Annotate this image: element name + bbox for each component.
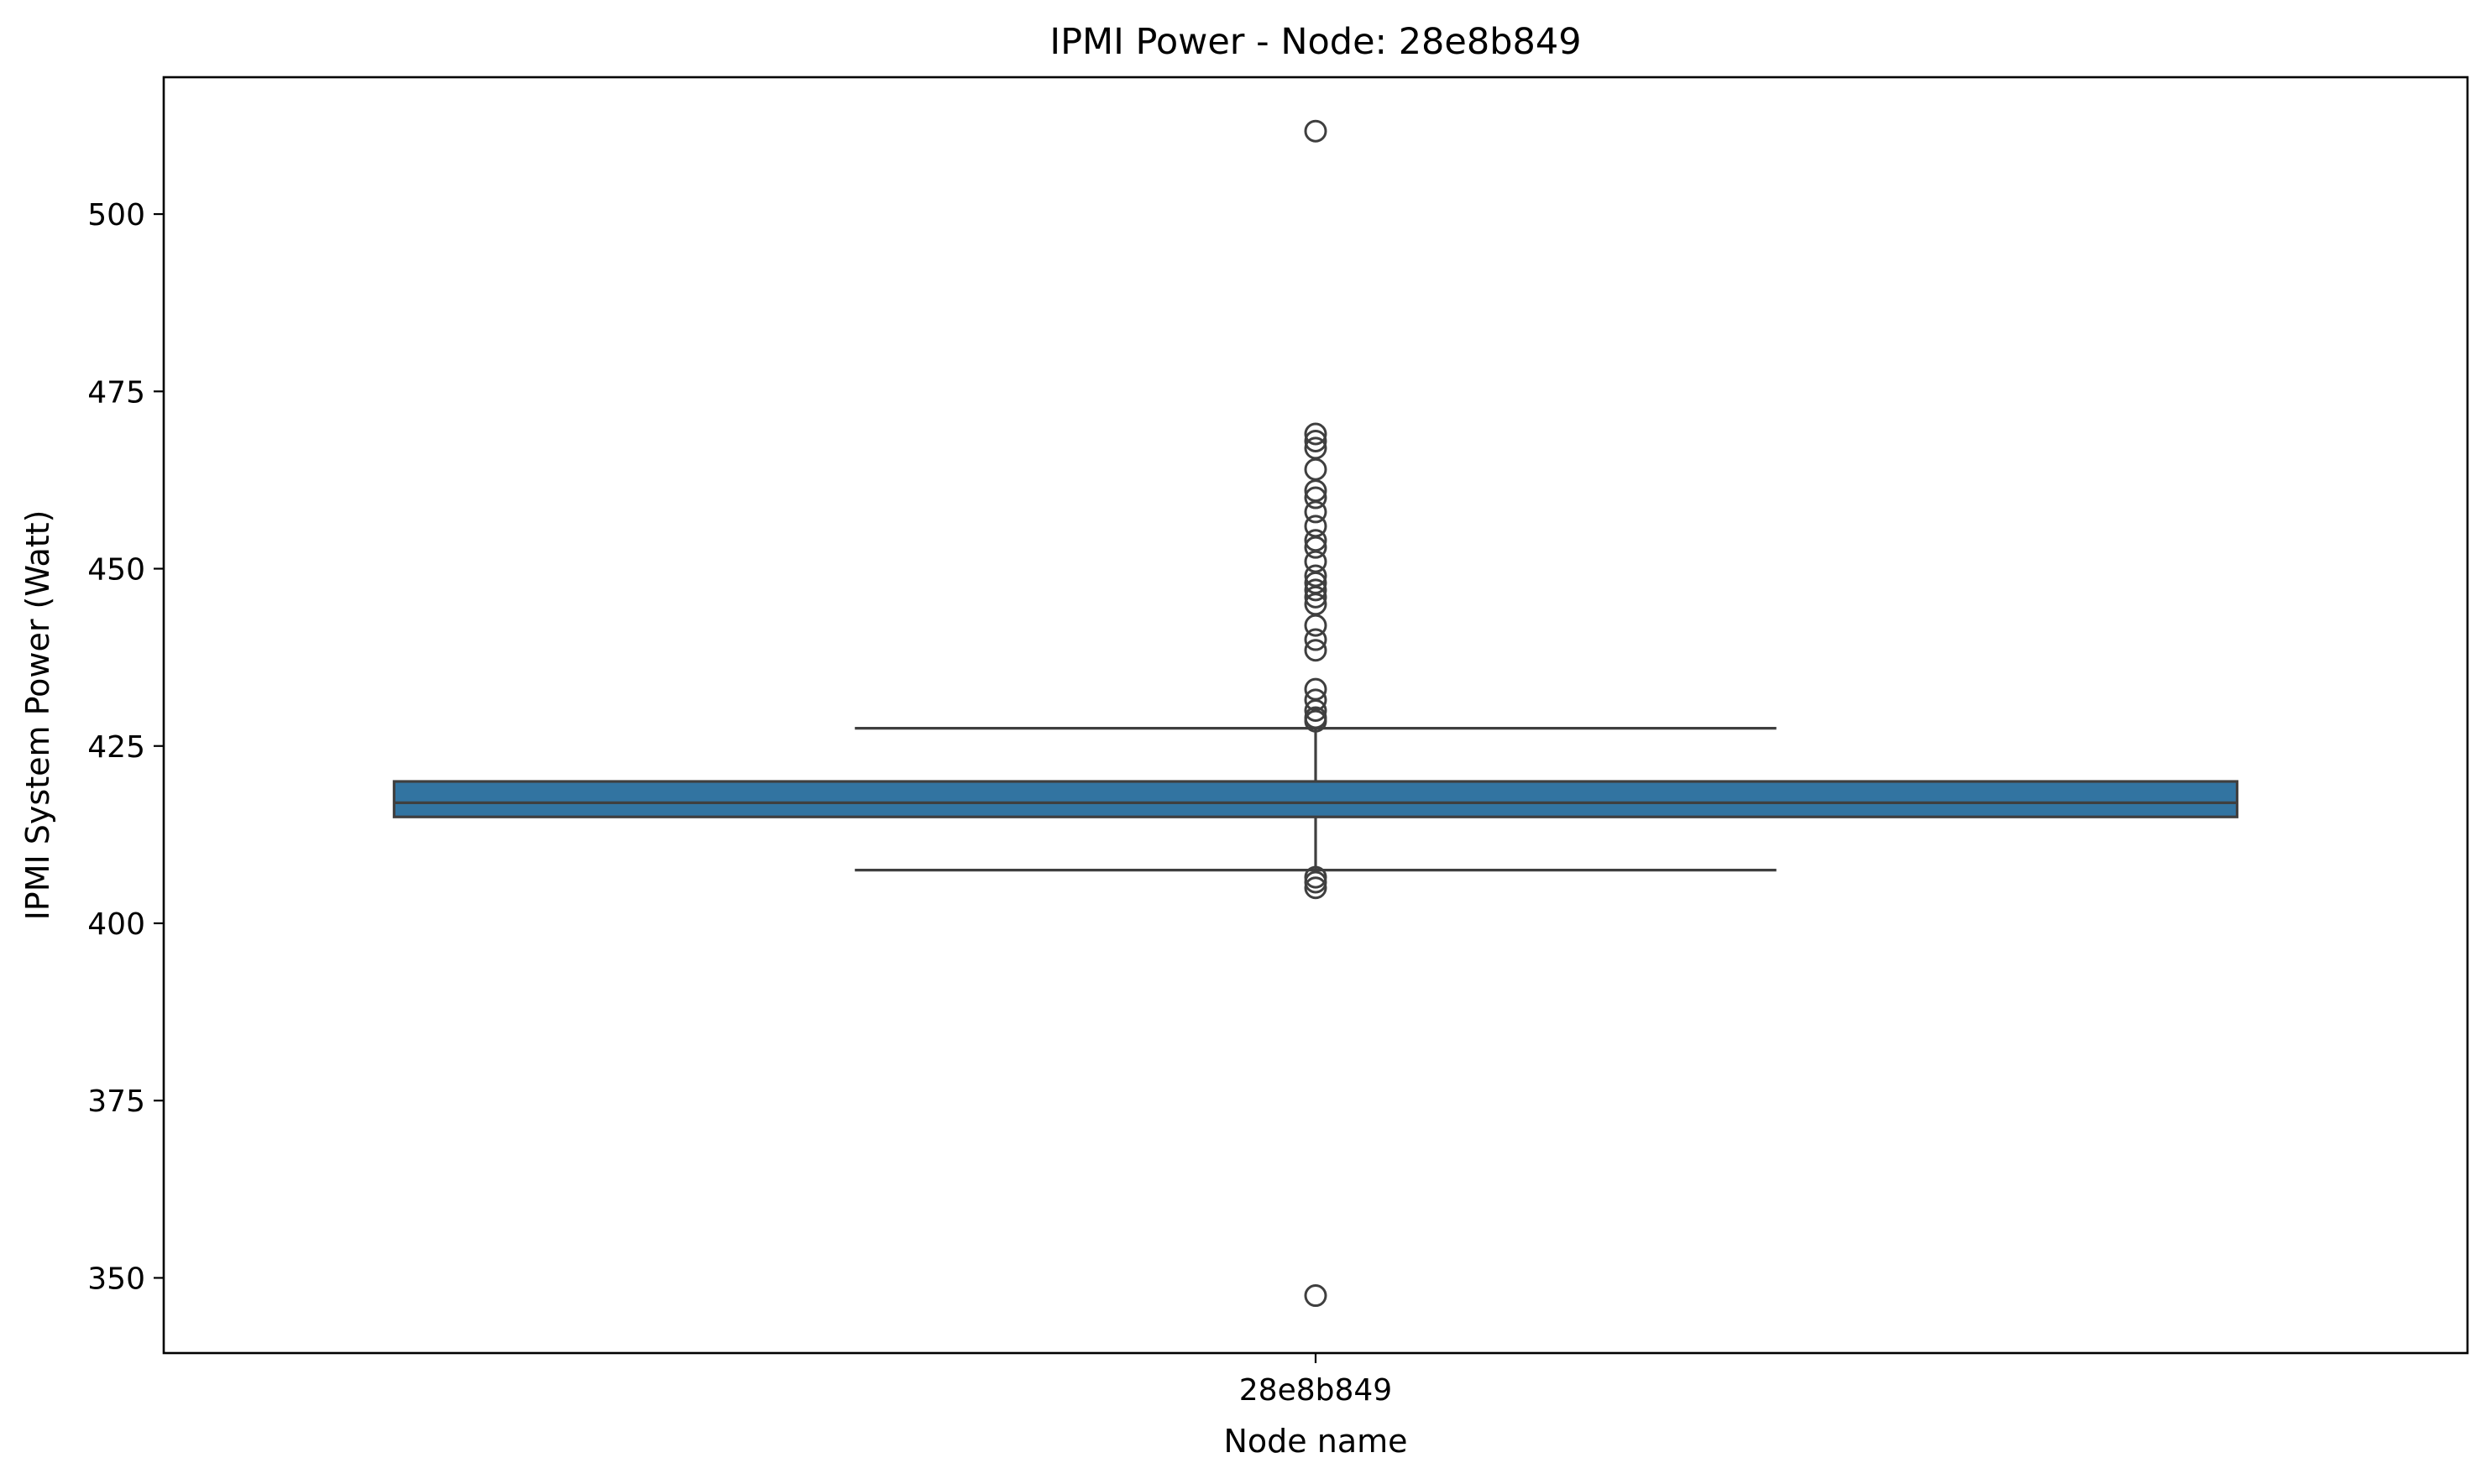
- outlier-point: [1304, 429, 1327, 452]
- iqr-box: [392, 780, 2239, 818]
- x-tick-label: 28e8b849: [1239, 1373, 1392, 1408]
- outlier-point: [1304, 639, 1327, 662]
- y-tick-label: 375: [87, 1084, 145, 1119]
- y-tick-label: 425: [87, 730, 145, 765]
- outlier-point: [1304, 422, 1327, 446]
- outlier-point: [1304, 486, 1327, 509]
- y-axis-label: IPMI System Power (Watt): [19, 510, 56, 921]
- outlier-point: [1304, 628, 1327, 651]
- outlier-point: [1304, 699, 1327, 723]
- y-tick-label: 500: [87, 198, 145, 233]
- outlier-point: [1304, 536, 1327, 559]
- outlier-point: [1304, 876, 1327, 900]
- y-tick-label: 400: [87, 907, 145, 942]
- outlier-point: [1304, 119, 1327, 143]
- outlier-point: [1304, 500, 1327, 524]
- y-tick-label: 450: [87, 553, 145, 588]
- plot-area: [392, 119, 2239, 1308]
- y-tick-label: 475: [87, 375, 145, 410]
- y-axis: 350 375 400 425 450 475 500: [87, 198, 164, 1296]
- x-axis: 28e8b849: [1239, 1353, 1392, 1408]
- outlier-point: [1304, 578, 1327, 602]
- outlier-point: [1304, 1284, 1327, 1308]
- outlier-point: [1304, 709, 1327, 733]
- chart-title: IPMI Power - Node: 28e8b849: [1049, 21, 1581, 63]
- outlier-point: [1304, 585, 1327, 609]
- outlier-point: [1304, 870, 1327, 894]
- outlier-point: [1304, 614, 1327, 637]
- y-tick-label: 350: [87, 1262, 145, 1296]
- axes-frame: [162, 76, 2469, 1355]
- x-axis-label: Node name: [1223, 1423, 1407, 1460]
